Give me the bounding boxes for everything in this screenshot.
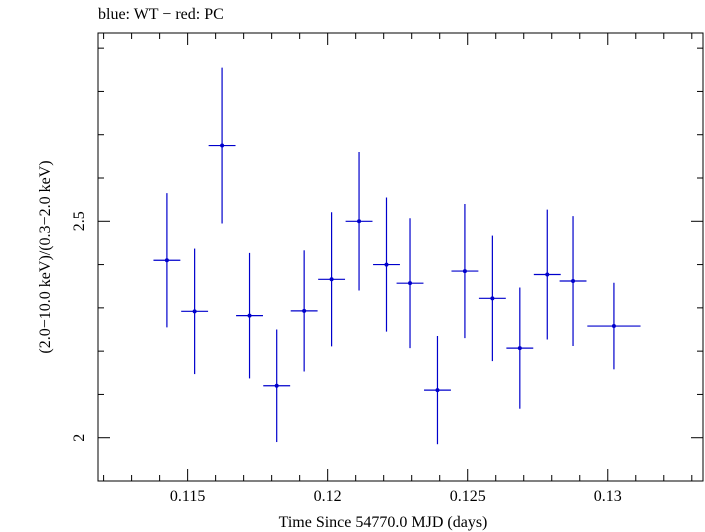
point-marker [435,388,440,393]
data-points [153,67,641,445]
x-tick-label: 0.12 [314,488,342,505]
data-point [153,193,181,328]
point-marker [545,272,550,277]
x-axis-label: Time Since 54770.0 MJD (days) [279,514,488,531]
point-marker [357,219,362,224]
data-point [263,329,291,443]
data-point [478,235,506,362]
point-marker [517,346,522,351]
data-point [396,218,424,349]
data-point [181,248,209,375]
x-tick-label: 0.125 [450,488,486,505]
y-tick-label: 2 [71,434,88,442]
chart-title: blue: WT − red: PC [98,6,224,23]
axis-ticks: 0.115 0.12 0.125 0.13 2 2.5 [71,33,703,505]
data-point [506,287,534,409]
point-marker [302,308,307,313]
data-point [451,203,479,339]
data-point [318,212,346,347]
point-marker [384,262,389,267]
point-marker [611,324,616,329]
data-point [533,209,561,340]
data-point [424,335,451,445]
point-marker [329,277,334,282]
plot-frame [97,32,704,482]
x-tick-label: 0.13 [594,488,622,505]
data-point [345,152,373,291]
point-marker [462,269,467,274]
data-point [559,216,587,346]
point-marker [247,313,252,318]
point-marker [408,281,413,286]
x-tick-label: 0.115 [170,488,205,505]
data-point [373,197,400,332]
y-tick-label: 2.5 [71,211,88,231]
point-marker [274,383,279,388]
point-marker [571,279,576,284]
point-marker [164,258,169,263]
point-marker [192,309,197,314]
data-point [208,67,236,224]
data-point [236,252,263,379]
point-marker [220,143,225,148]
data-point [587,282,641,370]
data-point [290,250,318,372]
point-marker [490,296,495,301]
y-axis-label: (2.0−10.0 keV)/(0.3−2.0 keV) [37,160,54,353]
